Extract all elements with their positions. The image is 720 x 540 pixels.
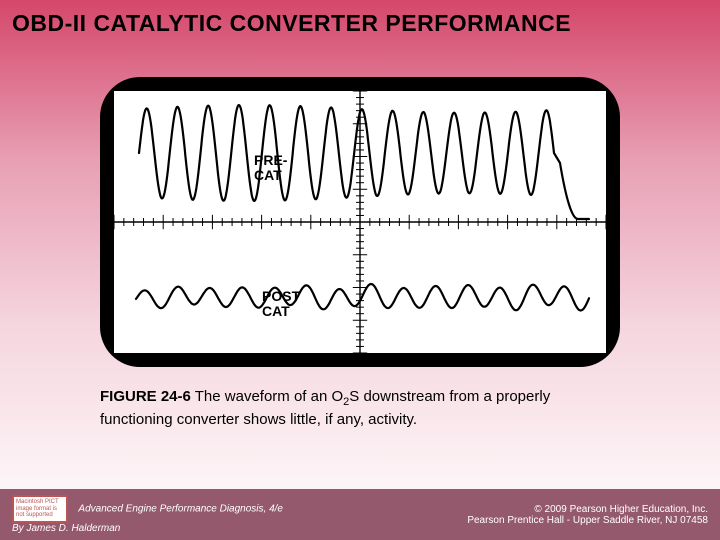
oscilloscope-frame: PRE-CAT POSTCAT: [100, 77, 620, 367]
publisher-address: Pearson Prentice Hall - Upper Saddle Riv…: [467, 515, 708, 526]
unsupported-format-icon: Macintosh PICT image format is not suppo…: [12, 495, 68, 523]
author: By James D. Halderman: [12, 523, 120, 534]
book-title: Advanced Engine Performance Diagnosis, 4…: [78, 504, 283, 515]
oscilloscope-screen: PRE-CAT POSTCAT: [114, 91, 606, 353]
pre-cat-label: PRE-CAT: [254, 153, 287, 182]
footer-right: © 2009 Pearson Higher Education, Inc. Pe…: [467, 504, 708, 526]
post-cat-label: POSTCAT: [262, 289, 300, 318]
footer-bar: Macintosh PICT image format is not suppo…: [0, 489, 720, 540]
oscilloscope-svg: [114, 91, 606, 353]
caption-text-1: The waveform of an O: [191, 388, 343, 405]
page-title: OBD-II CATALYTIC CONVERTER PERFORMANCE: [0, 0, 720, 37]
figure-caption: FIGURE 24-6 The waveform of an O2S downs…: [100, 387, 620, 430]
footer-left: Macintosh PICT image format is not suppo…: [12, 495, 283, 534]
copyright: © 2009 Pearson Higher Education, Inc.: [534, 504, 708, 515]
figure-label: FIGURE 24-6: [100, 388, 191, 405]
